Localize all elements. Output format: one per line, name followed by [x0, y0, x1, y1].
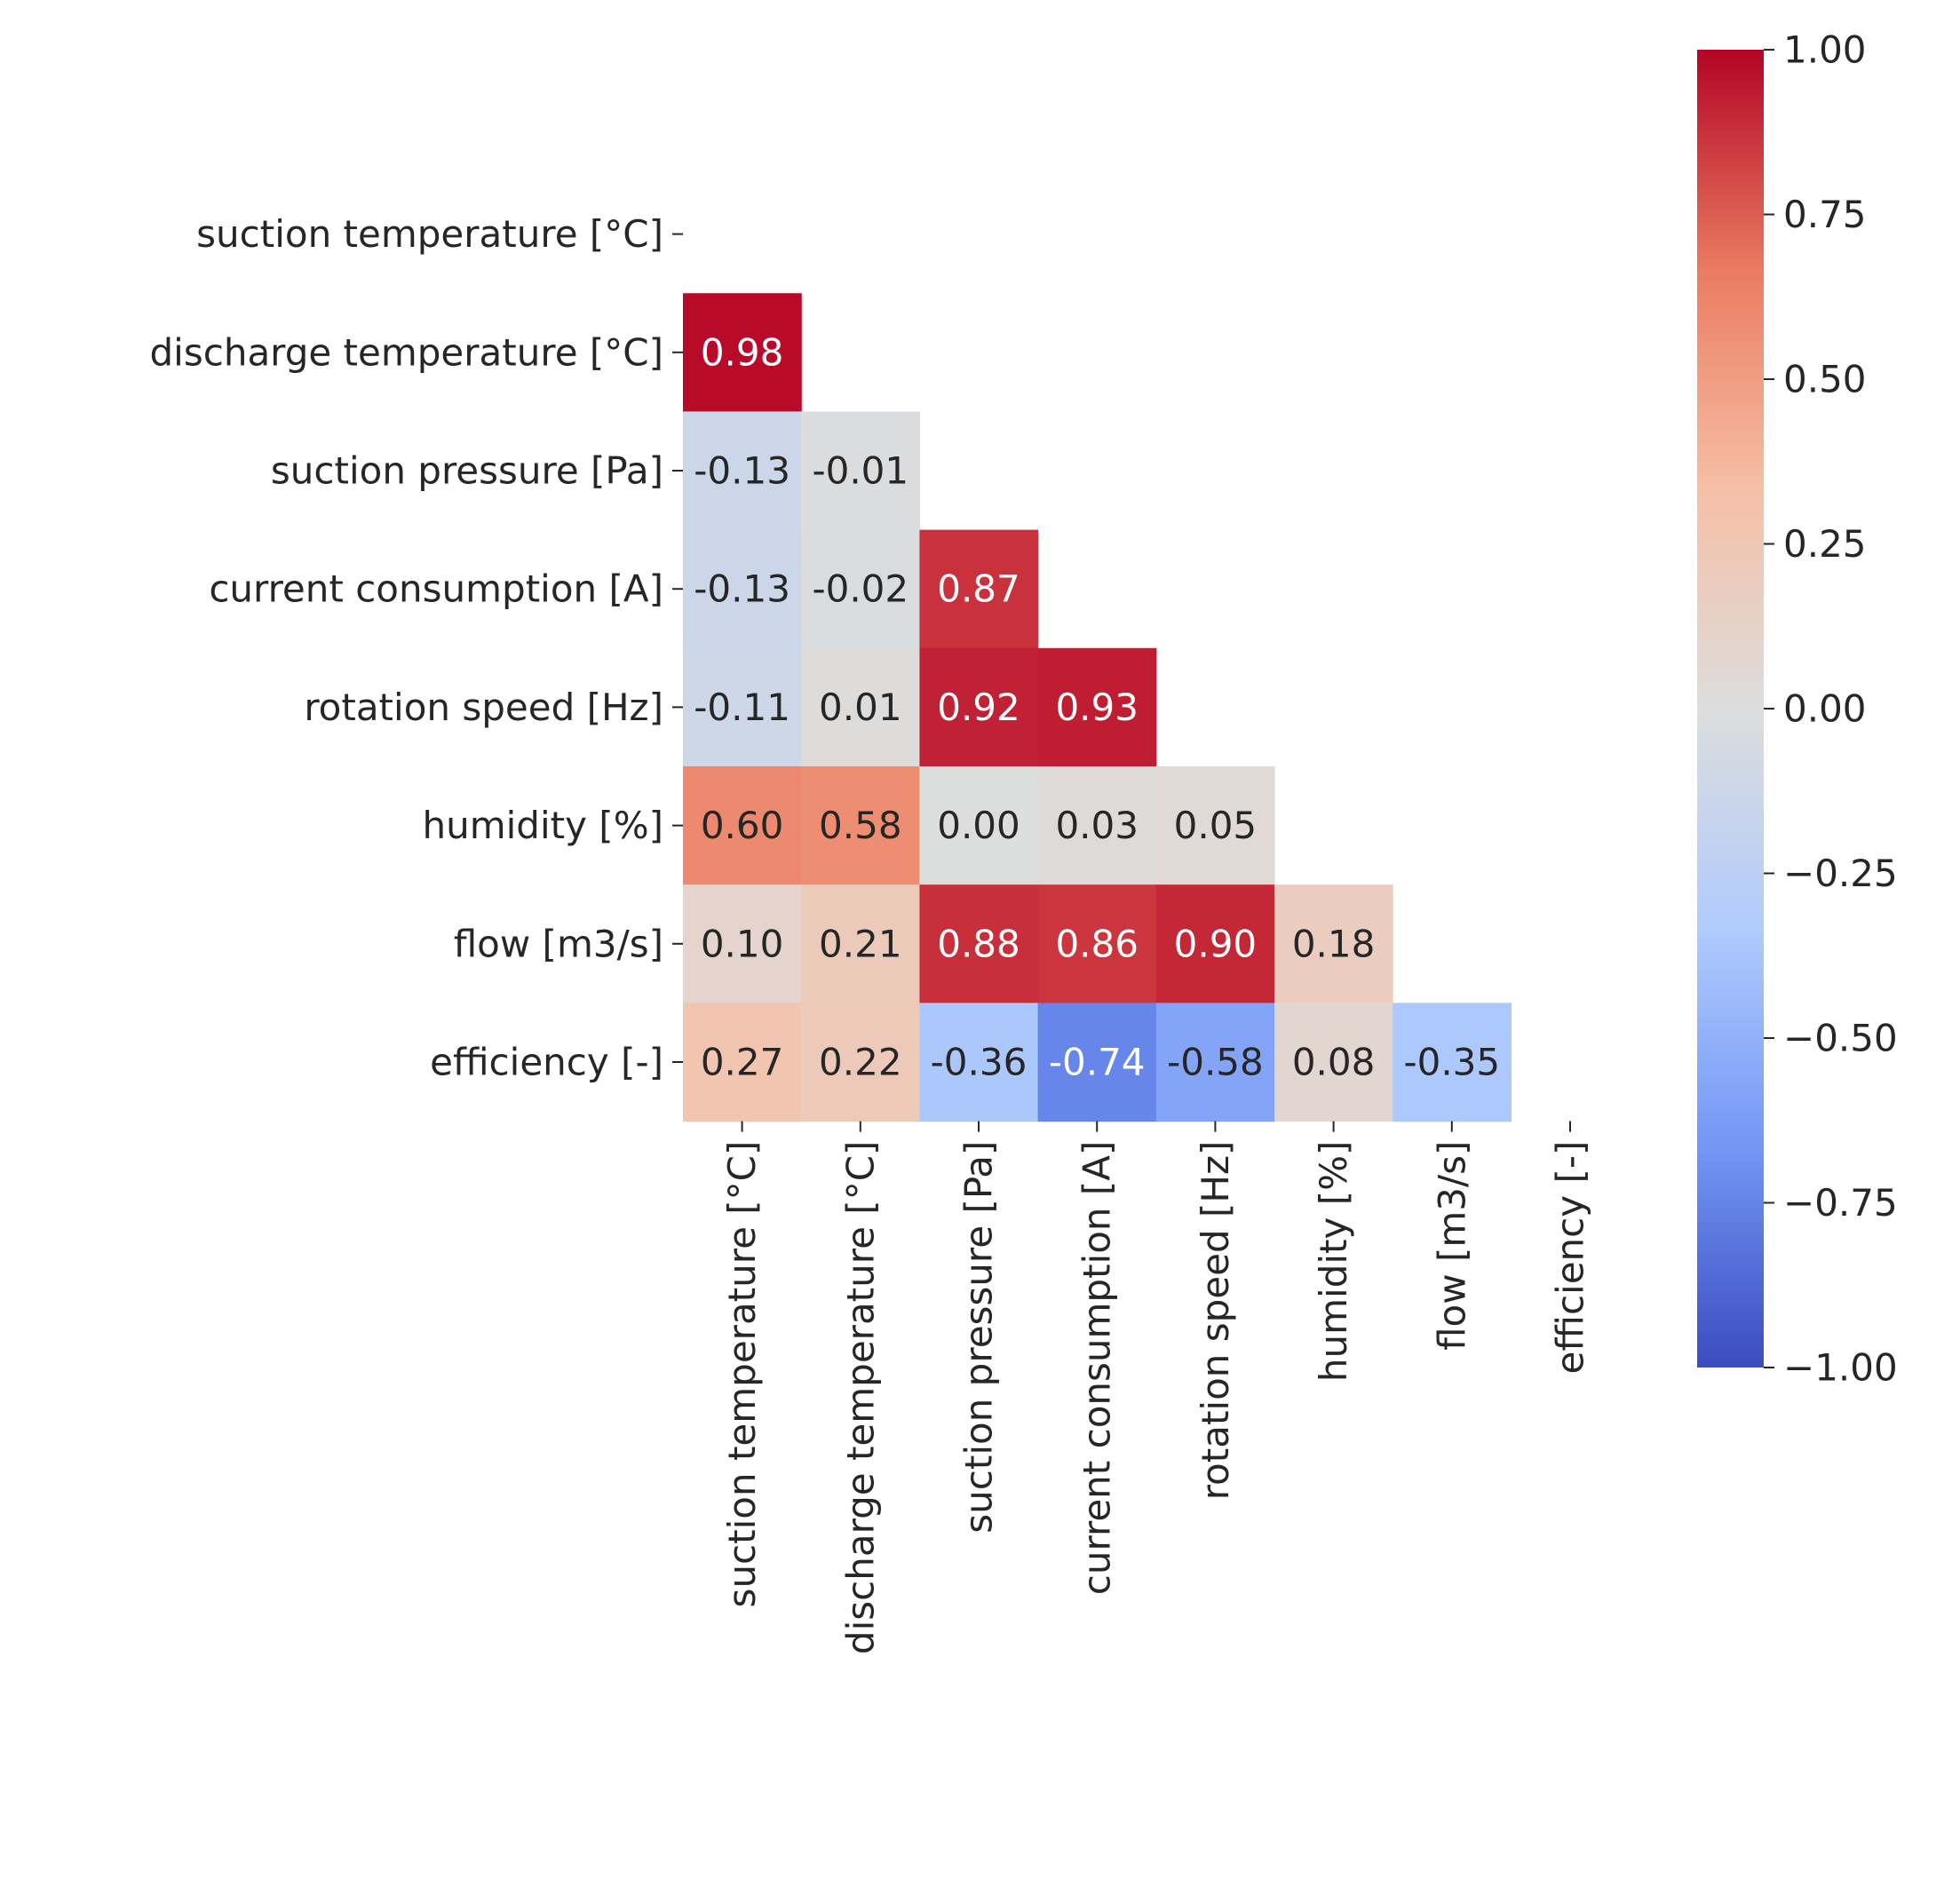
- heatmap-cell: [801, 1003, 920, 1122]
- cell-value-label: 0.05: [1174, 804, 1258, 847]
- x-axis: suction temperature [°C] discharge temper…: [720, 1121, 1592, 1654]
- heatmap-cell: [1393, 1003, 1512, 1122]
- heatmap-cell: [1155, 766, 1275, 885]
- heatmap-cell: [683, 1003, 802, 1122]
- y-tick-label: rotation speed [Hz]: [304, 686, 663, 729]
- colorbar-tick-label: 0.25: [1783, 522, 1867, 566]
- cell-value-label: 0.01: [819, 686, 902, 729]
- colorbar-tick-label: −0.50: [1783, 1017, 1898, 1060]
- heatmap-cell: [801, 766, 920, 885]
- colorbar-tick-label: 0.50: [1783, 358, 1867, 401]
- cell-value-label: 0.21: [819, 922, 902, 965]
- heatmap-cell: [919, 647, 1039, 767]
- cell-value-label: -0.58: [1167, 1041, 1264, 1084]
- heatmap-cell: [919, 766, 1039, 885]
- cell-value-label: 0.98: [701, 330, 784, 374]
- heatmap-cell: [1037, 1003, 1157, 1122]
- colorbar-tick-label: 1.00: [1783, 28, 1867, 72]
- cell-value-label: 0.92: [937, 686, 1020, 729]
- y-tick-label: suction pressure [Pa]: [271, 449, 663, 493]
- heatmap-cell: [1155, 884, 1275, 1003]
- cell-value-label: -0.74: [1049, 1041, 1146, 1084]
- colorbar-tick-label: −0.25: [1783, 852, 1898, 895]
- y-tick-label: humidity [%]: [422, 804, 663, 847]
- heatmap-cell: [683, 884, 802, 1003]
- heatmap-cell: [801, 647, 920, 767]
- x-tick-label: current consumption [A]: [1075, 1141, 1119, 1596]
- heatmap-cell: [683, 411, 802, 531]
- x-tick-label: efficiency [-]: [1549, 1141, 1592, 1375]
- heatmap-cell: [1274, 1003, 1393, 1122]
- heatmap-cell: [683, 647, 802, 767]
- y-axis: suction temperature [°C] discharge temper…: [150, 212, 683, 1084]
- cell-value-label: -0.11: [694, 686, 790, 729]
- cell-value-label: 0.27: [701, 1041, 784, 1084]
- cell-value-label: 0.86: [1055, 922, 1139, 965]
- colorbar-tick-label: 0.75: [1783, 193, 1867, 236]
- cell-value-label: 0.60: [701, 804, 784, 847]
- cell-value-label: 0.10: [701, 922, 784, 965]
- heatmap-cell: [683, 529, 802, 649]
- cell-value-label: 0.22: [819, 1041, 902, 1084]
- cell-value-label: 0.18: [1292, 922, 1376, 965]
- x-tick-label: suction temperature [°C]: [720, 1141, 764, 1608]
- cell-value-label: 0.08: [1292, 1041, 1376, 1084]
- cell-value-label: 0.87: [937, 567, 1020, 611]
- cell-value-label: 0.03: [1055, 804, 1139, 847]
- cell-value-label: -0.13: [694, 449, 790, 493]
- y-tick-label: current consumption [A]: [209, 567, 663, 611]
- heatmap-cell: [919, 884, 1039, 1003]
- cell-value-label: -0.36: [931, 1041, 1028, 1084]
- heatmap-cell: [919, 529, 1039, 649]
- colorbar-tick-label: 0.00: [1783, 687, 1867, 731]
- colorbar: 1.00 0.75 0.50 0.25 0.00 −0.25 −0.50 −0.75 −1.00: [1697, 28, 1898, 1390]
- heatmap-cell: [683, 766, 802, 885]
- cell-value-label: 0.90: [1174, 922, 1258, 965]
- y-tick-label: discharge temperature [°C]: [150, 330, 663, 374]
- y-tick-label: flow [m3/s]: [454, 922, 663, 965]
- heatmap-cell: [1037, 647, 1157, 767]
- heatmap-cell: [1037, 766, 1157, 885]
- heatmap-cells: [683, 293, 1512, 1122]
- heatmap-cell: [801, 529, 920, 649]
- heatmap-cell: [1037, 884, 1157, 1003]
- x-tick-label: rotation speed [Hz]: [1194, 1141, 1237, 1501]
- y-tick-label: suction temperature [°C]: [196, 212, 663, 256]
- y-tick-label: efficiency [-]: [430, 1041, 663, 1084]
- x-tick-label: humidity [%]: [1312, 1141, 1355, 1383]
- heatmap-cell: [801, 411, 920, 531]
- cell-value-label: 0.93: [1055, 686, 1139, 729]
- heatmap-cell: [919, 1003, 1039, 1122]
- x-tick-label: discharge temperature [°C]: [838, 1141, 882, 1654]
- heatmap-cell: [1155, 1003, 1275, 1122]
- cell-value-label: -0.02: [812, 567, 909, 611]
- x-tick-label: suction pressure [Pa]: [957, 1141, 1001, 1534]
- cell-value-label: -0.01: [812, 449, 909, 493]
- heatmap-cell: [1274, 884, 1393, 1003]
- cell-value-label: -0.35: [1403, 1041, 1500, 1084]
- colorbar-gradient: [1697, 50, 1764, 1368]
- x-tick-label: flow [m3/s]: [1430, 1141, 1473, 1351]
- cell-value-label: -0.13: [694, 567, 790, 611]
- colorbar-tick-label: −0.75: [1783, 1181, 1898, 1225]
- heatmap-cell-labels: 0.98 -0.13 -0.01 -0.13 -0.02 0.87 -0.11 0.01 0.9…: [694, 330, 1500, 1083]
- heatmap-cell: [683, 293, 802, 412]
- cell-value-label: 0.00: [937, 804, 1020, 847]
- cell-value-label: 0.88: [937, 922, 1020, 965]
- colorbar-tick-label: −1.00: [1783, 1346, 1898, 1390]
- cell-value-label: 0.58: [819, 804, 902, 847]
- heatmap-cell: [801, 884, 920, 1003]
